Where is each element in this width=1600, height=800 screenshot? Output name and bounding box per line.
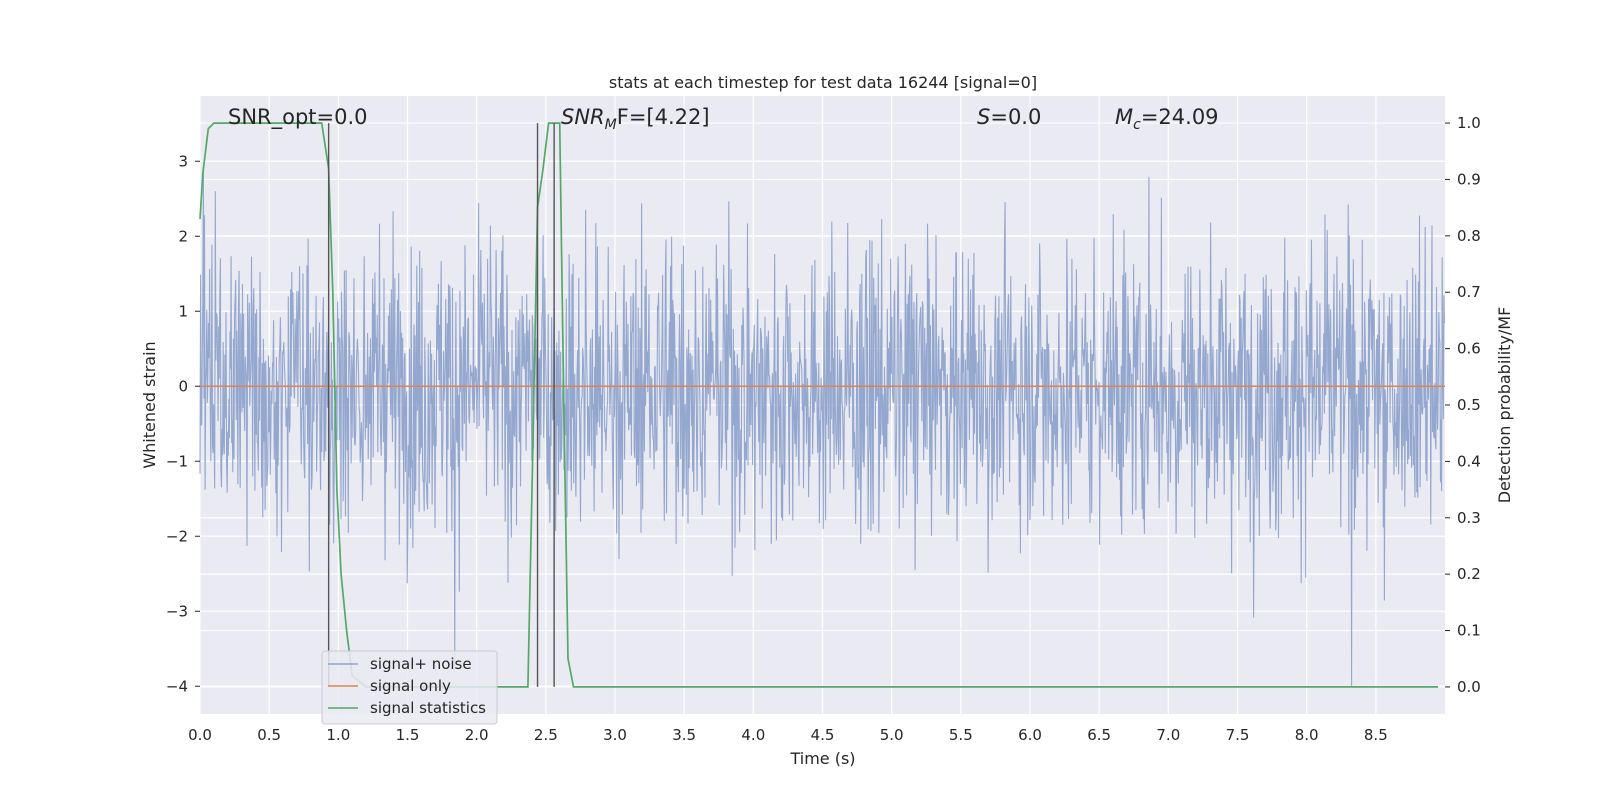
x-tick-label: 7.0	[1156, 726, 1180, 744]
y-right-tick-label: 0.1	[1457, 622, 1481, 640]
annotation-snr-mf-rest: F=[4.22]	[617, 105, 710, 129]
x-tick-label: 6.5	[1087, 726, 1111, 744]
annotation-snr-mf-base: SNR	[561, 105, 605, 129]
x-tick-label: 2.0	[465, 726, 489, 744]
y-right-tick-label: 0.8	[1457, 227, 1481, 245]
y-right-tick-label: 0.4	[1457, 452, 1481, 470]
x-tick-label: 8.5	[1364, 726, 1388, 744]
x-tick-label: 4.5	[811, 726, 835, 744]
annotation-mc: Mc=24.09	[1115, 105, 1219, 133]
tick-labels: 0.0 0.5 1.0 1.5 2.0 2.5 3.0 3.5 4.0 4.5 5.0 5.5 6.0 6…	[166, 114, 1481, 744]
x-tick-label: 5.0	[880, 726, 904, 744]
annotation-mc-rest: =24.09	[1141, 105, 1219, 129]
y-right-tick-label: 0.7	[1457, 283, 1481, 301]
x-tick-label: 7.5	[1226, 726, 1250, 744]
annotation-mc-sub: c	[1133, 117, 1141, 133]
series-signal-noise	[199, 169, 1446, 686]
x-tick-label: 8.0	[1295, 726, 1319, 744]
legend-label-signal-only: signal only	[370, 677, 451, 695]
legend-label-noise: signal+ noise	[370, 655, 472, 673]
y-tick-label: −1	[166, 452, 188, 470]
legend: signal+ noise signal only signal statist…	[321, 650, 498, 725]
y-tick-label: 1	[178, 302, 188, 320]
annotation-snr-mf-sub: M	[605, 117, 617, 133]
y-axis-label: Whitened strain	[140, 341, 159, 468]
annotation-snr-mf: SNRMF=[4.22]	[561, 105, 710, 133]
noise-series	[199, 169, 1446, 686]
y-tick-label: 2	[178, 227, 188, 245]
y-tick-label: −3	[166, 602, 188, 620]
x-tick-label: 3.5	[672, 726, 696, 744]
x-tick-label: 3.0	[603, 726, 627, 744]
y-right-tick-label: 0.5	[1457, 396, 1481, 414]
x-tick-label: 0.5	[257, 726, 281, 744]
x-tick-label: 2.5	[534, 726, 558, 744]
chart-title: stats at each timestep for test data 162…	[609, 73, 1037, 92]
y-right-tick-label: 0.2	[1457, 565, 1481, 583]
y-right-tick-label: 0.9	[1457, 170, 1481, 188]
x-axis-label: Time (s)	[789, 749, 855, 768]
x-tick-label: 1.5	[396, 726, 420, 744]
annotation-s-rest: =0.0	[990, 105, 1041, 129]
y-tick-label: −4	[166, 677, 188, 695]
legend-box	[321, 650, 498, 725]
y-tick-label: −2	[166, 527, 188, 545]
x-tick-label: 6.0	[1018, 726, 1042, 744]
annotation-mc-base: M	[1115, 105, 1133, 129]
x-tick-label: 5.5	[949, 726, 973, 744]
legend-label-statistics: signal statistics	[370, 699, 486, 717]
vertical-markers	[327, 123, 555, 687]
y-right-tick-label: 0.0	[1457, 678, 1481, 696]
y-right-tick-label: 0.6	[1457, 340, 1481, 358]
y-axis-label-right: Detection probability/MF	[1495, 307, 1514, 504]
x-tick-label: 4.0	[741, 726, 765, 744]
y-tick-label: 0	[178, 377, 188, 395]
annotation-snr-opt: SNR_opt=0.0	[228, 105, 368, 130]
x-tick-label: 1.0	[326, 726, 350, 744]
annotation-s: S=0.0	[977, 105, 1041, 129]
annotation-s-base: S	[977, 105, 990, 129]
x-tick-label: 0.0	[188, 726, 212, 744]
y-right-tick-label: 0.3	[1457, 509, 1481, 527]
y-right-tick-label: 1.0	[1457, 114, 1481, 132]
y-tick-label: 3	[178, 152, 188, 170]
